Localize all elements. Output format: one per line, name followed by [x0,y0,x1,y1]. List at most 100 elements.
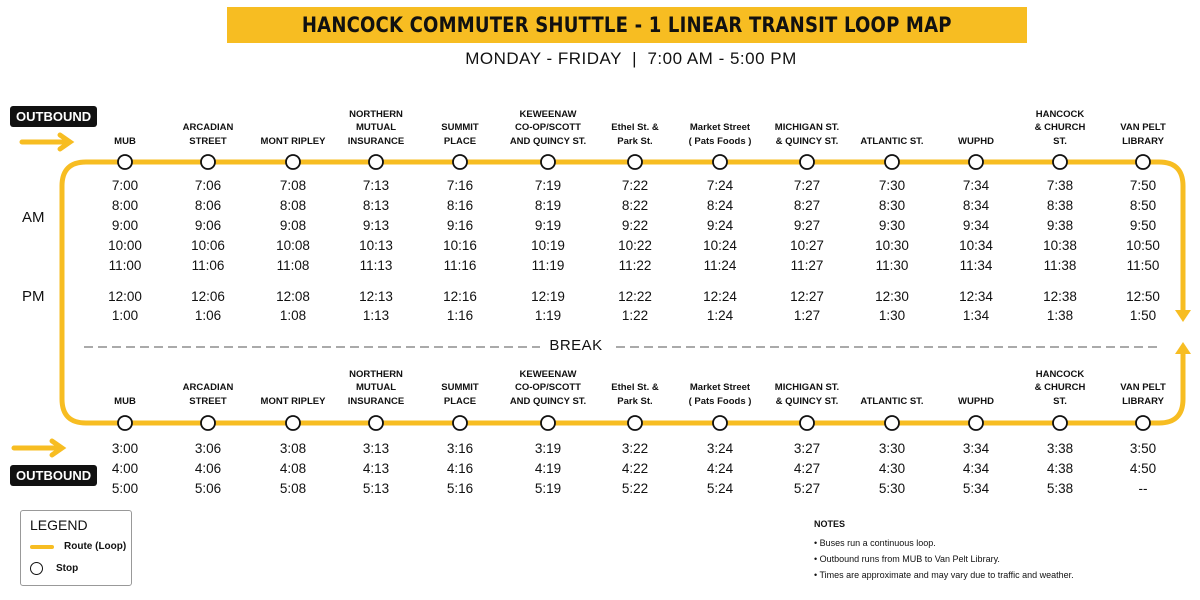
stop-marker-icon[interactable] [1135,154,1151,170]
stop-marker-icon[interactable] [117,154,133,170]
stop-label: HANCOCK & CHURCH ST. [1010,366,1110,408]
stop-label: VAN PELT LIBRARY [1093,106,1193,148]
stop-label: KEWEENAW CO-OP/SCOTT AND QUINCY ST. [498,366,598,408]
departure-time: 10:38 [1043,238,1077,253]
departure-time: 12:00 [108,289,142,304]
stop-marker-icon[interactable] [799,415,815,431]
departure-time: 5:22 [621,481,649,496]
departure-time: 10:30 [875,238,909,253]
departure-time: 7:19 [534,178,562,193]
stop-marker-icon[interactable] [200,154,216,170]
stop-name-line: ATLANTIC ST. [860,135,924,147]
departure-time: 1:50 [1129,308,1157,323]
legend-title: LEGEND [30,517,88,533]
stop-marker-icon[interactable] [368,415,384,431]
departure-time: 8:16 [446,198,474,213]
departure-time: 5:13 [362,481,390,496]
stop-name-line: ST. [1053,135,1067,147]
stop-name-line: VAN PELT [1120,122,1166,133]
departure-time: 10:24 [703,238,737,253]
stop-label: ARCADIAN STREET [158,366,258,408]
stop-marker-icon[interactable] [712,415,728,431]
departure-time: 4:27 [793,461,821,476]
departure-time: 1:30 [878,308,906,323]
departure-time: 11:38 [1043,258,1077,273]
stop-name-line: SUMMIT [441,382,479,393]
stop-marker-icon[interactable] [799,154,815,170]
stop-name-line: NORTHERN [349,108,403,120]
outbound-arrow-bottom-icon [11,438,67,458]
departure-time: 5:08 [279,481,307,496]
stop-marker-icon[interactable] [540,415,556,431]
stop-marker-icon[interactable] [1135,415,1151,431]
departure-time: 8:06 [194,198,222,213]
stop-name-line: CO-OP/SCOTT [515,382,581,393]
stop-marker-icon[interactable] [452,415,468,431]
departure-time: 10:06 [191,238,225,253]
stop-marker-icon[interactable] [1052,154,1068,170]
stop-marker-icon[interactable] [1052,415,1068,431]
departure-time: 1:19 [534,308,562,323]
stop-marker-icon[interactable] [540,154,556,170]
stop-marker-icon[interactable] [285,154,301,170]
service-days-hours: MONDAY - FRIDAY | 7:00 AM - 5:00 PM [465,49,797,68]
stop-name-line: MONT RIPLEY [260,135,326,147]
stop-name-line: MUTUAL [355,382,397,393]
stop-marker-icon[interactable] [968,154,984,170]
departure-time: 4:06 [194,461,222,476]
stop-marker-icon[interactable] [884,154,900,170]
note-item: • Buses run a continuous loop. [814,538,936,548]
departure-time: 7:24 [706,178,734,193]
route-line-loop [59,159,1186,426]
stop-marker-icon[interactable] [627,154,643,170]
stop-name-line: Ethel St. & [611,382,659,393]
departure-time: 11:16 [443,258,477,273]
departure-time: 9:38 [1046,218,1074,233]
route-line-top-right [1147,159,1186,315]
stop-name-line: & CHURCH [1034,382,1086,393]
departure-time: 11:00 [108,258,142,273]
departure-time: 1:08 [279,308,307,323]
stop-label: NORTHERN MUTUAL INSURANCE [326,366,426,408]
stop-marker-icon[interactable] [884,415,900,431]
stop-label: MONT RIPLEY [243,106,343,148]
departure-time: 11:34 [959,258,993,273]
departure-time: 1:27 [793,308,821,323]
stop-name-line: MUB [114,135,136,147]
stop-marker-icon[interactable] [712,154,728,170]
stop-name-line: KEWEENAW [519,368,577,380]
stop-name-line: SUMMIT [441,122,479,133]
stop-marker-icon[interactable] [627,415,643,431]
stop-name-line: ( Pats Foods ) [688,135,752,147]
stop-marker-icon[interactable] [117,415,133,431]
stop-marker-icon[interactable] [285,415,301,431]
stop-marker-icon[interactable] [368,154,384,170]
stop-marker-icon[interactable] [968,415,984,431]
departure-time: 3:16 [446,441,474,456]
departure-time: 12:34 [959,289,993,304]
departure-time: 3:34 [962,441,990,456]
departure-time: 7:00 [111,178,139,193]
legend-route: Route (Loop) [30,541,126,552]
outbound-badge-top: OUTBOUND [10,106,98,127]
stop-marker-icon[interactable] [452,154,468,170]
departure-time: 5:00 [111,481,139,496]
departure-time: 12:08 [276,289,310,304]
departure-time: 7:27 [793,178,821,193]
departure-time: 11:30 [875,258,909,273]
departure-time: 11:50 [1126,258,1160,273]
departure-time: 12:22 [618,289,652,304]
stop-label: ATLANTIC ST. [842,366,942,408]
stop-marker-icon[interactable] [200,415,216,431]
departure-time: 10:19 [531,238,565,253]
pm-label: PM [22,288,45,305]
departure-time: 1:13 [362,308,390,323]
notes-title: NOTES [814,519,846,529]
departure-time: 4:38 [1046,461,1074,476]
stop-label: ATLANTIC ST. [842,106,942,148]
departure-time: 9:30 [878,218,906,233]
stop-name-line: & QUINCY ST. [775,135,839,147]
departure-time: 9:24 [706,218,734,233]
stop-label: SUMMIT PLACE [410,366,510,408]
stop-label: NORTHERN MUTUAL INSURANCE [326,106,426,148]
